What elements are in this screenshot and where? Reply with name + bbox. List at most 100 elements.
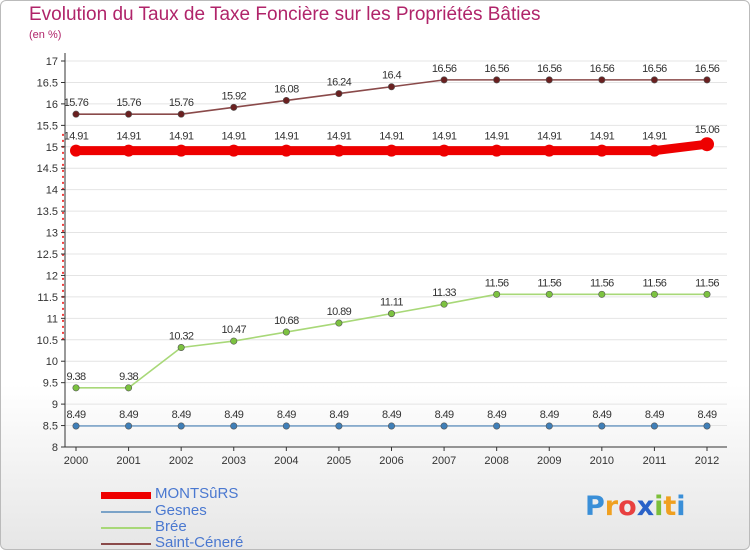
- data-label: 15.76: [169, 97, 194, 109]
- y-tick-label: 11: [47, 313, 58, 325]
- data-point: [545, 422, 553, 430]
- data-point: [282, 328, 290, 336]
- data-label: 8.49: [435, 409, 454, 421]
- y-tick-label: 12.5: [37, 249, 58, 261]
- data-label: 14.91: [432, 131, 457, 143]
- data-point: [125, 384, 133, 392]
- data-point: [440, 76, 448, 84]
- data-label: 14.91: [537, 131, 562, 143]
- x-tick-label: 2001: [116, 455, 140, 467]
- data-point: [387, 310, 395, 318]
- x-tick-label: 2004: [274, 455, 298, 467]
- data-label: 14.91: [379, 131, 404, 143]
- data-point: [70, 144, 82, 157]
- x-tick-label: 2003: [222, 455, 246, 467]
- data-point: [493, 422, 501, 430]
- data-point: [282, 96, 290, 104]
- logo-letter: r: [604, 491, 619, 522]
- data-label: 8.49: [172, 409, 191, 421]
- data-point: [387, 422, 395, 430]
- y-tick-label: 15: [46, 142, 58, 154]
- data-point: [703, 290, 711, 298]
- data-point: [440, 422, 448, 430]
- y-tick-label: 16: [46, 99, 58, 111]
- data-label: 8.49: [697, 409, 716, 421]
- data-point: [385, 144, 398, 157]
- data-label: 16.56: [695, 63, 720, 75]
- data-point: [650, 76, 658, 84]
- data-point: [703, 422, 711, 430]
- data-point: [543, 144, 556, 157]
- y-tick-label: 8: [52, 442, 58, 454]
- data-label: 15.06: [695, 124, 720, 136]
- proxiti-logo: Proxiti: [585, 491, 686, 522]
- data-point: [230, 422, 238, 430]
- data-label: 8.49: [487, 409, 506, 421]
- data-point: [493, 290, 501, 298]
- data-label: 10.89: [327, 306, 352, 318]
- data-label: 10.47: [221, 324, 246, 336]
- legend-swatch: [101, 492, 151, 499]
- data-label: 14.91: [274, 131, 299, 143]
- data-label: 8.49: [592, 409, 611, 421]
- data-point: [648, 144, 661, 157]
- data-point: [335, 319, 343, 327]
- data-point: [387, 83, 395, 91]
- x-tick-label: 2008: [484, 455, 508, 467]
- y-tick-label: 10.5: [37, 335, 58, 347]
- data-point: [598, 290, 606, 298]
- y-tick-label: 14: [46, 185, 58, 197]
- data-point: [227, 144, 240, 157]
- y-tick-label: 16.5: [37, 77, 58, 89]
- data-point: [545, 76, 553, 84]
- data-point: [282, 422, 290, 430]
- data-label: 8.49: [382, 409, 401, 421]
- data-label: 14.91: [642, 131, 667, 143]
- data-label: 10.32: [169, 330, 194, 342]
- y-tick-label: 9.5: [43, 378, 58, 390]
- data-point: [72, 384, 80, 392]
- data-label: 8.49: [119, 409, 138, 421]
- data-label: 9.38: [66, 371, 85, 383]
- chart-title: Evolution du Taux de Taxe Foncière sur l…: [29, 4, 541, 25]
- logo-letter: P: [585, 491, 605, 522]
- data-label: 16.24: [327, 77, 352, 89]
- data-label: 15.92: [221, 90, 246, 102]
- data-label: 15.76: [64, 97, 89, 109]
- legend-label: Brée: [155, 518, 187, 535]
- legend-label: Gesnes: [155, 502, 207, 519]
- x-tick-label: 2011: [643, 455, 667, 467]
- data-point: [545, 290, 553, 298]
- y-tick-label: 12: [46, 270, 58, 282]
- x-tick-label: 2000: [64, 455, 88, 467]
- chart-subtitle: (en %): [29, 29, 62, 41]
- data-point: [177, 343, 185, 351]
- data-point: [72, 422, 80, 430]
- legend-label: Saint-Céneré: [155, 534, 244, 550]
- data-point: [598, 422, 606, 430]
- data-point: [700, 137, 714, 152]
- data-label: 8.49: [66, 409, 85, 421]
- data-label: 8.49: [277, 409, 296, 421]
- data-label: 11.11: [380, 297, 403, 309]
- data-label: 14.91: [484, 131, 509, 143]
- x-tick-label: 2005: [327, 455, 351, 467]
- data-label: 14.91: [169, 131, 194, 143]
- y-tick-label: 17: [46, 56, 58, 68]
- data-label: 8.49: [540, 409, 559, 421]
- data-point: [335, 422, 343, 430]
- legend-swatch: [101, 543, 151, 545]
- y-tick-label: 10: [46, 356, 58, 368]
- data-label: 16.56: [590, 63, 615, 75]
- x-tick-label: 2006: [379, 455, 403, 467]
- legend-swatch: [101, 527, 151, 529]
- logo-letter: i: [676, 491, 686, 522]
- y-tick-label: 14.5: [37, 163, 58, 175]
- data-point: [335, 90, 343, 98]
- data-label: 14.91: [64, 131, 89, 143]
- data-point: [493, 76, 501, 84]
- data-point: [280, 144, 293, 157]
- y-tick-label: 13: [46, 228, 58, 240]
- data-label: 15.76: [116, 97, 141, 109]
